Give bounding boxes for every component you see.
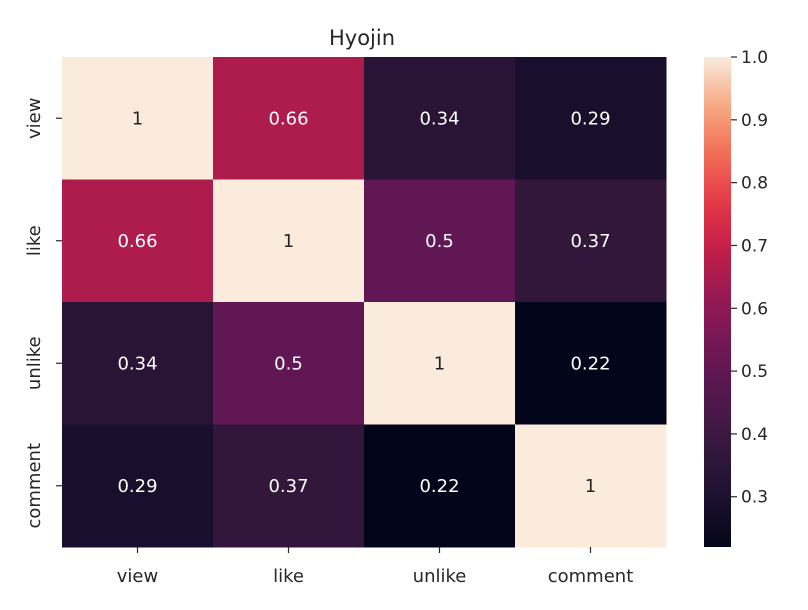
x-tick-label: unlike [413, 566, 467, 587]
x-tick-label: view [117, 566, 158, 587]
colorbar: 0.3 0.4 0.5 0.6 0.7 0.8 0.9 1.0 [704, 48, 768, 547]
colorbar-tick-label: 0.6 [741, 299, 768, 319]
x-tick-label: comment [548, 566, 634, 587]
heatmap-cell [62, 179, 214, 303]
cell-value-label: 0.22 [570, 353, 610, 374]
colorbar-gradient [704, 57, 731, 547]
heatmap-cell [364, 57, 516, 180]
heatmap-cell [62, 57, 214, 180]
heatmap-cell [515, 302, 667, 425]
y-tick-label: comment [24, 443, 45, 529]
cell-value-label: 1 [132, 108, 143, 129]
cell-value-label: 1 [585, 476, 596, 497]
y-axis: view like unlike comment [24, 98, 62, 529]
x-axis: view like unlike comment [117, 547, 633, 587]
heatmap-cell [364, 424, 516, 548]
colorbar-tick-label: 0.8 [741, 174, 768, 194]
colorbar-tick-label: 0.5 [741, 362, 768, 382]
y-tick-label: like [24, 225, 45, 256]
colorbar-tick-label: 0.3 [741, 488, 768, 508]
cell-value-label: 0.66 [117, 231, 157, 252]
heatmap-cell [364, 179, 516, 303]
cell-value-label: 1 [283, 231, 294, 252]
cell-value-label: 0.22 [419, 476, 459, 497]
heatmap-cell [213, 57, 365, 180]
cell-value-label: 0.5 [425, 231, 454, 252]
heatmap-cell [515, 179, 667, 303]
heatmap-cell [515, 57, 667, 180]
cell-value-label: 0.34 [419, 108, 459, 129]
colorbar-tick-label: 1.0 [741, 48, 768, 68]
heatmap-cell [364, 302, 516, 425]
cell-value-label: 0.37 [268, 476, 308, 497]
cell-value-label: 0.5 [274, 353, 303, 374]
heatmap-cells: 1 0.66 0.34 0.29 0.66 1 0.5 0.37 0.34 0.5 1 0.22 0.2… [62, 57, 667, 548]
heatmap-cell [515, 424, 667, 548]
chart-title: Hyojin [329, 26, 395, 50]
y-tick-label: view [24, 98, 45, 139]
cell-value-label: 0.37 [570, 231, 610, 252]
colorbar-tick-label: 0.4 [741, 425, 768, 445]
cell-value-label: 1 [434, 353, 445, 374]
cell-value-label: 0.66 [268, 108, 308, 129]
cell-value-label: 0.29 [570, 108, 610, 129]
cell-value-label: 0.34 [117, 353, 157, 374]
cell-value-label: 0.29 [117, 476, 157, 497]
heatmap-cell [213, 179, 365, 303]
colorbar-tick-label: 0.9 [741, 111, 768, 131]
heatmap-cell [213, 302, 365, 425]
heatmap-cell [62, 424, 214, 548]
heatmap-cell [62, 302, 214, 425]
x-tick-label: like [273, 566, 304, 587]
heatmap-cell [213, 424, 365, 548]
y-tick-label: unlike [24, 336, 45, 390]
colorbar-tick-label: 0.7 [741, 236, 768, 256]
